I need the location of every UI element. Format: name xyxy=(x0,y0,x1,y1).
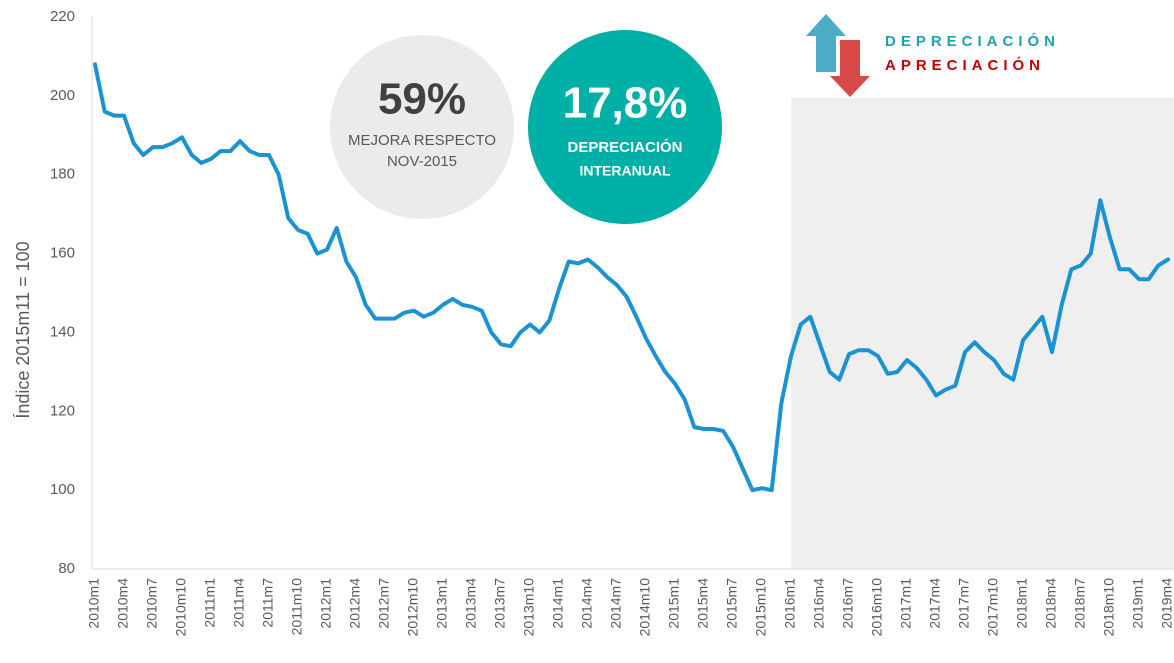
callout-circle xyxy=(330,35,514,219)
up-arrow-icon xyxy=(806,14,846,72)
x-tick-label: 2011m7 xyxy=(260,578,276,628)
y-tick-label: 80 xyxy=(58,560,75,577)
x-tick-label: 2018m4 xyxy=(1043,578,1059,629)
callout-text: NOV-2015 xyxy=(387,153,457,170)
y-tick-label: 180 xyxy=(50,166,75,183)
x-tick-label: 2019m1 xyxy=(1130,578,1146,629)
x-tick-label: 2013m4 xyxy=(463,578,479,629)
x-tick-label: 2012m4 xyxy=(347,578,363,629)
x-tick-label: 2016m4 xyxy=(811,578,827,629)
x-tick-label: 2019m4 xyxy=(1159,578,1174,629)
x-tick-label: 2015m1 xyxy=(666,578,682,629)
x-tick-label: 2018m7 xyxy=(1072,578,1088,629)
callout-headline: 17,8% xyxy=(563,79,688,128)
x-tick-label: 2013m7 xyxy=(492,578,508,629)
x-tick-label: 2013m10 xyxy=(521,578,537,637)
y-tick-label: 200 xyxy=(50,87,75,104)
x-tick-label: 2010m4 xyxy=(115,578,131,629)
x-tick-label: 2016m10 xyxy=(869,578,885,637)
x-tick-label: 2010m10 xyxy=(173,578,189,637)
x-tick-label: 2014m4 xyxy=(579,578,595,629)
y-tick-label: 120 xyxy=(50,402,75,419)
x-tick-label: 2017m4 xyxy=(927,578,943,629)
line xyxy=(93,62,1170,493)
y-tick-label: 160 xyxy=(50,245,75,262)
x-tick-label: 2016m7 xyxy=(840,578,856,629)
x-tick-label: 2017m1 xyxy=(898,578,914,629)
x-tick-label: 2016m1 xyxy=(782,578,798,629)
x-tick-label: 2014m10 xyxy=(637,578,653,637)
x-tick-label: 2012m1 xyxy=(318,578,334,629)
y-tick-label: 140 xyxy=(50,323,75,340)
x-tick-label: 2015m10 xyxy=(753,578,769,637)
callout-text: INTERANUAL xyxy=(580,163,671,179)
x-tick-label: 2015m4 xyxy=(695,578,711,629)
y-tick-label: 220 xyxy=(50,8,75,25)
x-tick-label: 2017m10 xyxy=(985,578,1001,637)
callout-text: DEPRECIACIÓN xyxy=(567,138,682,156)
callout-text: MEJORA RESPECTO xyxy=(348,132,496,149)
callout-circle xyxy=(528,30,722,224)
x-tick-label: 2014m7 xyxy=(608,578,624,629)
x-tick-label: 2011m4 xyxy=(231,578,247,628)
x-tick-label: 2014m1 xyxy=(550,578,566,629)
x-tick-label: 2010m1 xyxy=(86,578,102,629)
x-tick-label: 2012m10 xyxy=(405,578,421,637)
callout-headline: 59% xyxy=(378,75,466,124)
legend-label: APRECIACIÓN xyxy=(885,56,1045,74)
legend-label: DEPRECIACIÓN xyxy=(885,32,1060,50)
shaded-period xyxy=(791,98,1174,569)
down-arrow-icon xyxy=(830,40,870,97)
x-tick-label: 2011m1 xyxy=(202,578,218,628)
y-axis-label: Índice 2015m11 = 100 xyxy=(13,241,33,418)
x-tick-label: 2013m1 xyxy=(434,578,450,629)
x-tick-label: 2015m7 xyxy=(724,578,740,629)
x-tick-label: 2018m1 xyxy=(1014,578,1030,629)
x-tick-label: 2011m10 xyxy=(289,578,305,636)
x-tick-label: 2010m7 xyxy=(144,578,160,629)
y-tick-label: 100 xyxy=(50,481,75,498)
x-tick-label: 2018m10 xyxy=(1101,578,1117,637)
x-tick-label: 2012m7 xyxy=(376,578,392,629)
x-tick-label: 2017m7 xyxy=(956,578,972,629)
